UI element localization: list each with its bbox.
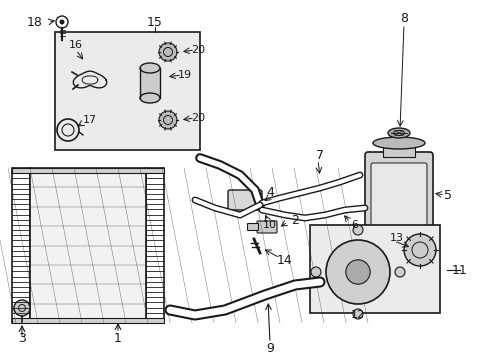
Text: 1: 1 bbox=[114, 332, 122, 345]
Text: 10: 10 bbox=[263, 220, 276, 230]
Text: 17: 17 bbox=[83, 115, 97, 125]
Bar bbox=[309, 225, 439, 313]
FancyBboxPatch shape bbox=[257, 221, 276, 233]
Bar bbox=[12, 318, 163, 323]
Bar bbox=[12, 168, 163, 173]
Text: 20: 20 bbox=[190, 45, 204, 55]
Bar bbox=[146, 168, 163, 323]
FancyBboxPatch shape bbox=[364, 152, 432, 243]
Text: 2: 2 bbox=[290, 213, 298, 226]
Circle shape bbox=[159, 111, 177, 129]
Bar bbox=[30, 168, 146, 323]
Text: 9: 9 bbox=[265, 342, 273, 355]
Text: 12: 12 bbox=[350, 310, 365, 320]
Circle shape bbox=[345, 260, 369, 284]
Ellipse shape bbox=[387, 128, 409, 138]
Circle shape bbox=[14, 300, 30, 316]
Circle shape bbox=[325, 240, 389, 304]
Bar bbox=[140, 68, 160, 98]
Bar bbox=[55, 32, 200, 150]
Ellipse shape bbox=[372, 137, 424, 149]
Text: 7: 7 bbox=[315, 149, 324, 162]
Text: 15: 15 bbox=[147, 15, 163, 28]
Text: 4: 4 bbox=[265, 185, 273, 198]
Text: 8: 8 bbox=[399, 12, 407, 24]
Text: 13: 13 bbox=[389, 233, 403, 243]
Ellipse shape bbox=[140, 63, 160, 73]
Bar bbox=[382, 143, 414, 157]
Ellipse shape bbox=[140, 93, 160, 103]
Text: 20: 20 bbox=[190, 113, 204, 123]
FancyBboxPatch shape bbox=[370, 163, 426, 232]
Circle shape bbox=[403, 234, 435, 266]
Circle shape bbox=[352, 225, 362, 235]
Circle shape bbox=[159, 43, 177, 61]
Circle shape bbox=[352, 309, 362, 319]
Circle shape bbox=[60, 19, 64, 24]
FancyBboxPatch shape bbox=[247, 224, 258, 230]
Text: 3: 3 bbox=[18, 332, 26, 345]
Text: 16: 16 bbox=[69, 40, 83, 50]
Text: 11: 11 bbox=[451, 264, 467, 276]
Text: 6: 6 bbox=[351, 220, 358, 230]
Text: 19: 19 bbox=[178, 70, 192, 80]
Text: 5: 5 bbox=[443, 189, 451, 202]
Circle shape bbox=[310, 267, 320, 277]
Bar bbox=[12, 168, 30, 323]
Text: 18: 18 bbox=[27, 15, 43, 28]
Text: 14: 14 bbox=[277, 253, 292, 266]
Circle shape bbox=[394, 267, 404, 277]
FancyBboxPatch shape bbox=[227, 190, 262, 210]
